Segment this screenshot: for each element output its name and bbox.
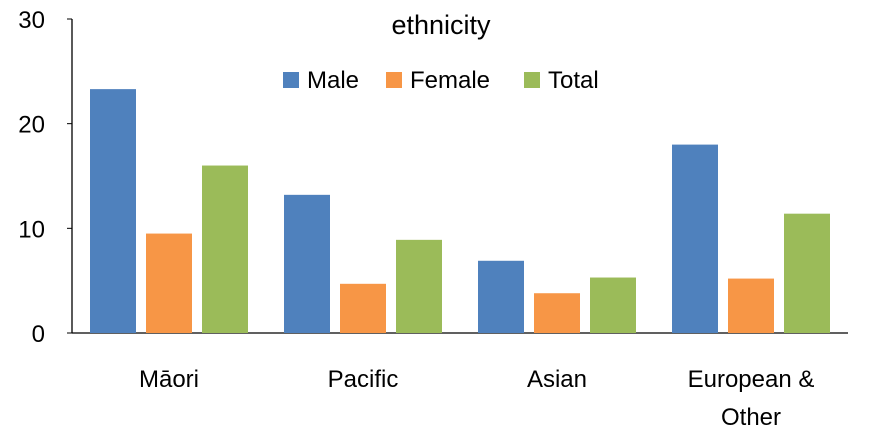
axes: 0 10 20 30 <box>18 7 848 348</box>
x-category-label: Asian <box>527 366 587 393</box>
bar-total-0 <box>202 165 248 333</box>
chart-title: ethnicity <box>391 10 491 40</box>
bar-male-1 <box>284 194 330 333</box>
x-category-label: European & <box>688 366 815 393</box>
legend-swatch-male <box>283 72 299 88</box>
bar-female-3 <box>728 278 774 333</box>
bar-female-2 <box>534 293 580 333</box>
bar-female-1 <box>340 283 386 333</box>
bar-male-2 <box>478 260 524 333</box>
x-category-label: Other <box>721 404 781 427</box>
y-tick-label: 20 <box>18 112 45 139</box>
bar-total-2 <box>590 277 636 333</box>
bar-female-0 <box>146 233 192 333</box>
legend-label-female: Female <box>410 67 490 94</box>
legend-swatch-total <box>524 72 540 88</box>
x-category-label: Māori <box>139 366 199 393</box>
legend-label-male: Male <box>307 67 359 94</box>
y-tick-label: 10 <box>18 216 45 243</box>
x-category-label: Pacific <box>328 366 399 393</box>
legend-label-total: Total <box>548 67 599 94</box>
legend-swatch-female <box>386 72 402 88</box>
bars <box>90 89 830 333</box>
bar-male-0 <box>90 89 136 333</box>
bar-male-3 <box>672 144 718 333</box>
y-tick-label: 30 <box>18 7 45 34</box>
category-labels: Māori Pacific Asian European & Other <box>139 366 814 427</box>
y-tick-label: 0 <box>32 321 45 348</box>
bar-total-3 <box>784 213 830 333</box>
legend: Male Female Total <box>283 67 599 94</box>
bar-total-1 <box>396 239 442 333</box>
